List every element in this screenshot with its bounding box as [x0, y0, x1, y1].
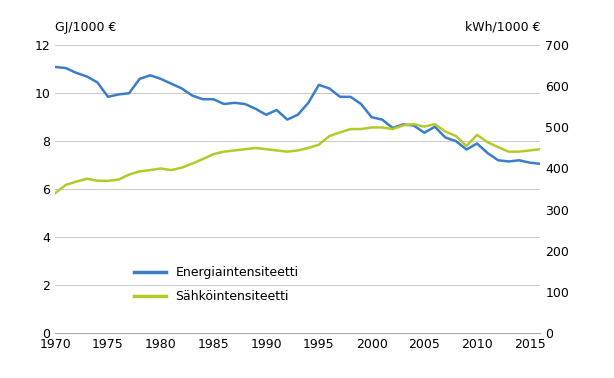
Text: kWh/1000 €: kWh/1000 €	[465, 21, 540, 34]
Legend: Energiaintensiteetti, Sähköintensiteetti: Energiaintensiteetti, Sähköintensiteetti	[134, 266, 298, 304]
Text: GJ/1000 €: GJ/1000 €	[55, 21, 117, 34]
